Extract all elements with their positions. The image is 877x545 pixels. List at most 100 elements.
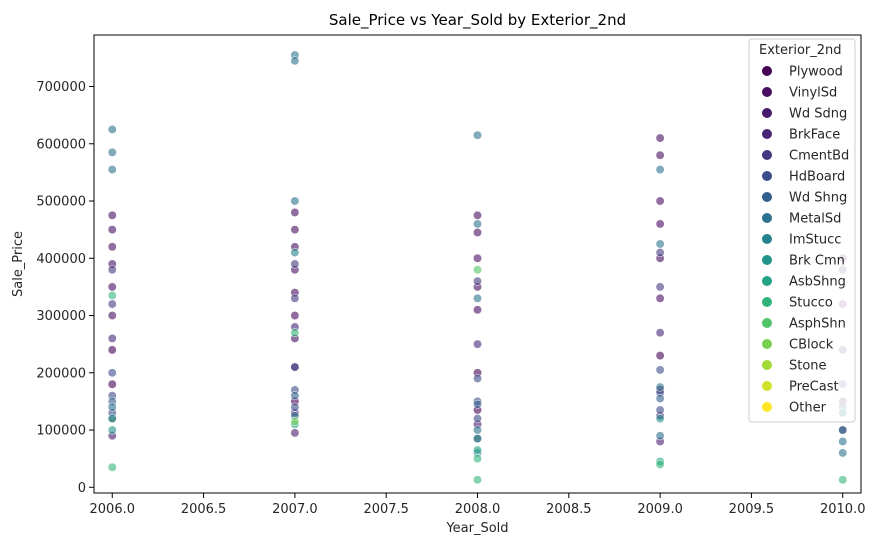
legend-label: Other <box>789 401 827 416</box>
legend: Exterior_2nd Plywood VinylSd Wd Sdng BrkFace… <box>748 38 856 423</box>
data-point <box>290 196 300 206</box>
data-point <box>655 414 665 424</box>
data-point <box>473 265 482 275</box>
data-point <box>655 239 665 249</box>
data-point <box>107 311 117 320</box>
chart-title: Sale_Price vs Year_Sold by Exterior_2nd <box>329 11 626 30</box>
legend-marker <box>762 276 772 286</box>
legend-label: CmentBd <box>789 149 849 164</box>
data-point <box>107 299 117 309</box>
x-tick-label: 2009.0 <box>637 502 683 517</box>
legend-marker <box>762 171 772 181</box>
x-tick-label: 2006.5 <box>181 502 227 517</box>
data-point <box>107 265 117 275</box>
data-point <box>473 374 482 383</box>
legend-marker <box>762 255 772 265</box>
legend-label: Brk Cmn <box>789 254 845 269</box>
legend-marker <box>762 66 772 76</box>
legend-marker <box>762 297 772 307</box>
data-point <box>655 282 665 292</box>
legend-label: Plywood <box>789 65 843 80</box>
legend-label: Stucco <box>789 296 833 311</box>
data-point <box>473 425 482 435</box>
y-tick-label: 500000 <box>36 195 86 210</box>
data-point <box>655 459 665 469</box>
y-tick-label: 200000 <box>36 366 86 381</box>
data-point <box>473 219 482 229</box>
data-point <box>107 210 117 220</box>
legend-marker <box>762 213 772 223</box>
data-point <box>107 368 117 378</box>
data-point <box>290 362 300 372</box>
legend-label: VinylSd <box>789 86 837 101</box>
data-point <box>473 228 482 237</box>
data-point <box>655 328 665 338</box>
x-tick-label: 2008.0 <box>455 502 501 517</box>
x-tick-label: 2008.5 <box>546 502 592 517</box>
data-point <box>290 259 300 269</box>
y-tick-label: 700000 <box>36 80 86 95</box>
data-point <box>107 333 117 343</box>
data-point <box>107 282 117 292</box>
data-point <box>107 425 117 435</box>
data-point <box>473 414 482 424</box>
data-point <box>107 242 117 252</box>
y-tick-label: 0 <box>78 481 86 496</box>
legend-label: MetalSd <box>789 212 841 227</box>
data-point <box>107 291 117 300</box>
data-point <box>473 210 482 220</box>
data-point <box>107 125 117 134</box>
data-point <box>473 293 482 303</box>
data-point <box>838 475 848 485</box>
legend-label: AsbShng <box>789 275 846 290</box>
data-point <box>290 328 300 338</box>
data-point <box>473 253 482 263</box>
legend-label: HdBoard <box>789 170 845 185</box>
legend-marker <box>762 129 772 139</box>
legend-marker <box>762 87 772 97</box>
y-tick-label: 100000 <box>36 424 86 439</box>
legend-marker <box>762 360 772 370</box>
data-point <box>473 454 482 464</box>
data-point <box>473 434 482 444</box>
data-point <box>655 165 665 174</box>
legend-marker <box>762 339 772 349</box>
x-tick-label: 2009.5 <box>729 502 775 517</box>
legend-marker <box>762 150 772 160</box>
data-point <box>655 133 665 143</box>
data-point <box>655 351 665 361</box>
legend-marker <box>762 381 772 391</box>
data-point <box>473 445 482 455</box>
scatter-points <box>107 50 848 485</box>
data-point <box>290 208 300 217</box>
data-point <box>290 391 300 401</box>
data-point <box>107 225 117 235</box>
data-point <box>473 305 482 315</box>
data-point <box>107 345 117 355</box>
legend-label: Wd Shng <box>789 191 847 206</box>
data-point <box>655 365 665 375</box>
legend-marker <box>762 192 772 202</box>
data-point <box>473 475 482 485</box>
data-point <box>107 379 117 389</box>
data-point <box>655 293 665 303</box>
data-point <box>838 448 848 458</box>
data-point <box>107 402 117 412</box>
data-point <box>107 414 117 424</box>
data-point <box>655 196 665 206</box>
data-point <box>655 405 665 415</box>
x-tick-label: 2007.0 <box>272 502 318 517</box>
x-tick-label: 2007.5 <box>363 502 409 517</box>
data-point <box>473 276 482 286</box>
x-axis-label: Year_Sold <box>445 521 508 536</box>
legend-label: AsphShn <box>789 317 846 332</box>
data-point <box>107 165 117 174</box>
legend-marker <box>762 108 772 118</box>
data-point <box>473 399 482 409</box>
x-tick-label: 2010.0 <box>820 502 866 517</box>
legend-marker <box>762 234 772 244</box>
data-point <box>655 382 665 392</box>
legend-label: Stone <box>789 359 827 374</box>
legend-label: BrkFace <box>789 128 840 143</box>
legend-label: PreCast <box>789 380 839 395</box>
